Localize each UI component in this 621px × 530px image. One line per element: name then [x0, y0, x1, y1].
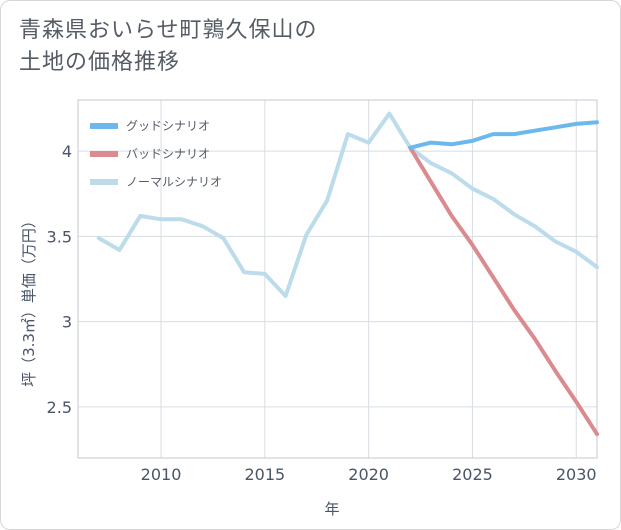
normal-scenario-series [96, 111, 599, 298]
x-tick-label: 2025 [452, 465, 493, 484]
plot-area-border [77, 99, 598, 459]
x-tick-labels: 2010 2015 2020 2025 2030 [141, 465, 597, 484]
y-axis-title: 坪（3.3㎡）単価（万円） [20, 213, 38, 387]
y-tick-label: 3.5 [47, 227, 72, 246]
good-scenario-point [595, 120, 599, 124]
bad-scenario-point [595, 432, 599, 436]
y-tick-labels: 2.5 3 3.5 4 [47, 142, 72, 417]
bad-scenario-point [470, 243, 474, 247]
normal-scenario-point [159, 217, 163, 221]
normal-scenario-point [138, 214, 142, 218]
normal-scenario-point [595, 265, 599, 269]
normal-scenario-point [221, 236, 225, 240]
normal-scenario-point [201, 224, 205, 228]
x-tick-label: 2015 [244, 465, 285, 484]
good-scenario-point [512, 132, 516, 136]
good-scenario-point [408, 146, 412, 150]
bad-scenario-point [553, 369, 557, 373]
normal-scenario-point [304, 233, 308, 237]
normal-scenario-point [284, 294, 288, 298]
good-scenario-series [408, 120, 599, 150]
y-tick-label: 4 [62, 142, 72, 161]
good-scenario-point [553, 125, 557, 129]
normal-scenario-point [367, 141, 371, 145]
good-scenario-point [429, 141, 433, 145]
y-tick-label: 2.5 [47, 398, 72, 417]
normal-scenario-point [346, 132, 350, 136]
x-axis-title: 年 [324, 500, 339, 518]
normal-scenario-point [553, 239, 557, 243]
normal-scenario-point [470, 187, 474, 191]
chart-title: 青森県おいらせ町鶉久保山の 土地の価格推移 [19, 15, 318, 79]
normal-scenario-point [512, 212, 516, 216]
normal-scenario-point [118, 248, 122, 252]
normal-scenario-point [325, 199, 329, 203]
normal-scenario-point [429, 161, 433, 165]
good-scenario-line [408, 120, 599, 150]
normal-scenario-point [97, 236, 101, 240]
normal-scenario-line [96, 111, 599, 298]
normal-scenario-point [533, 224, 537, 228]
bad-scenario-legend-label: バッドシナリオ [126, 147, 210, 161]
normal-scenario-point [450, 171, 454, 175]
good-scenario-point [533, 129, 537, 133]
normal-scenario-point [491, 197, 495, 201]
x-tick-label: 2030 [556, 465, 597, 484]
grid-lines [78, 100, 597, 458]
good-scenario-point [491, 132, 495, 136]
bad-scenario-point [533, 337, 537, 341]
y-tick-label: 3 [62, 313, 72, 332]
bad-scenario-line [408, 145, 599, 437]
x-tick-label: 2010 [141, 465, 182, 484]
good-scenario-legend-label: グッドシナリオ [126, 119, 210, 133]
normal-scenario-point [574, 250, 578, 254]
bad-scenario-point [491, 275, 495, 279]
bad-scenario-point [574, 400, 578, 404]
normal-scenario-legend-label: ノーマルシナリオ [126, 175, 222, 189]
normal-scenario-point [263, 272, 267, 276]
title-line-2: 土地の価格推移 [19, 50, 181, 75]
bad-scenario-point [512, 308, 516, 312]
bad-scenario-series [408, 145, 599, 437]
good-scenario-point [450, 142, 454, 146]
title-line-1: 青森県おいらせ町鶉久保山の [19, 18, 318, 43]
bad-scenario-point [450, 214, 454, 218]
good-scenario-point [574, 122, 578, 126]
normal-scenario-point [387, 112, 391, 116]
x-tick-label: 2020 [348, 465, 389, 484]
series-layer [96, 111, 599, 437]
normal-scenario-point [242, 270, 246, 274]
normal-scenario-point [180, 217, 184, 221]
bad-scenario-point [429, 180, 433, 184]
good-scenario-point [470, 139, 474, 143]
